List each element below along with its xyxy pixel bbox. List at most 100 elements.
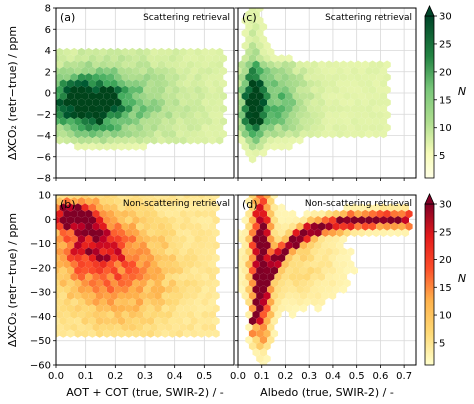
colorbar-tick-label: 30 [439, 200, 452, 211]
hexbin-cell [394, 216, 402, 225]
hexbin-cell [256, 104, 264, 113]
hexbin-cell [368, 222, 377, 231]
hexbin-cell [96, 304, 104, 313]
hexbin-cell [238, 117, 242, 126]
hexbin-cell [238, 253, 242, 263]
hexbin-cell [190, 329, 198, 338]
hexbin-cell [387, 203, 395, 212]
hexbin-cell [336, 66, 344, 76]
hexbin-cell [285, 129, 293, 139]
hexbin-cell [336, 241, 344, 250]
hexbin-cell [190, 316, 198, 326]
hexbin-cell [314, 279, 322, 288]
hexbin-cell [168, 92, 176, 101]
hexbin-cell [372, 228, 380, 237]
y-tick-label: 2 [45, 67, 51, 78]
hexbin-cell [88, 79, 96, 88]
hexbin-cell [154, 304, 162, 313]
hexbin-cell [121, 85, 129, 95]
hexbin-cell [179, 98, 187, 107]
hexbin-cell [66, 228, 75, 237]
hexbin-cell [248, 66, 257, 76]
hexbin-cell [81, 117, 89, 126]
hexbin-cell [343, 279, 351, 288]
hexbin-cell [361, 85, 369, 95]
hexbin-cell [125, 266, 133, 275]
hexbin-cell [205, 228, 213, 237]
hexbin-cell [201, 234, 209, 244]
hexbin-cell [128, 60, 136, 69]
hexbin-cell [216, 47, 224, 57]
hexbin-cell [56, 316, 60, 326]
hexbin-cell [208, 136, 216, 145]
hexbin-cell [66, 54, 75, 63]
hexbin-cell [136, 197, 144, 206]
hexbin-cell [368, 85, 377, 95]
hexbin-cell [96, 203, 104, 212]
hexbin-cell [56, 234, 64, 244]
hexbin-cell [150, 323, 158, 332]
hexbin-cell [354, 98, 362, 107]
hexbin-cell [106, 285, 115, 294]
hexbin-cell [263, 342, 271, 351]
hexbin-cell [96, 142, 104, 151]
hexbin-cell [274, 60, 282, 69]
hexbin-cell [186, 310, 195, 319]
hexbin-cell [157, 260, 166, 269]
hexbin-cell [252, 110, 260, 120]
hexbin-cell [263, 54, 271, 63]
hexbin-cell [139, 195, 147, 200]
hexbin-cell [136, 285, 144, 294]
hexbin-cell [157, 323, 166, 332]
hexbin-cell [354, 123, 362, 132]
hexbin-cell [186, 110, 195, 120]
hexbin-cell [74, 253, 82, 263]
hexbin-cell [245, 197, 253, 206]
hexbin-cell [66, 329, 75, 338]
hexbin-cell [99, 247, 107, 256]
hexbin-cell [172, 247, 180, 256]
hexbin-cell [314, 79, 322, 88]
hexbin-cell [328, 266, 337, 275]
hexbin-cell [154, 54, 162, 63]
hexbin-cell [121, 209, 129, 219]
hexbin-cell [299, 291, 308, 300]
hexbin-cell [172, 60, 180, 69]
hexbin-cell [85, 247, 93, 256]
hexbin-cell [139, 241, 147, 250]
hexbin-cell [194, 85, 202, 95]
hexbin-cell [92, 310, 100, 319]
hexbin-cell [208, 85, 216, 95]
hexbin-cell [74, 92, 82, 101]
hexbin-cell [292, 304, 300, 313]
hexbin-cell [281, 234, 289, 244]
hexbin-cell [278, 92, 286, 101]
hexbin-cell [197, 54, 206, 63]
y-tick-label: 0 [45, 215, 51, 226]
hexbin-cell [176, 195, 184, 200]
hexbin-cell [165, 297, 173, 307]
hexbin-cell [59, 203, 67, 212]
hexbin-cell [263, 66, 271, 76]
hexbin-cell [96, 117, 104, 126]
hexbin-cell [139, 54, 147, 63]
hexbin-cell [81, 316, 89, 326]
hexbin-cell [165, 209, 173, 219]
y-tick-label: 6 [45, 25, 51, 36]
hexbin-cell [379, 203, 388, 212]
hexbin-cell [248, 29, 257, 38]
hexbin-cell [176, 253, 184, 263]
hexbin-cell [59, 79, 67, 88]
hexbin-cell [99, 136, 107, 145]
hexbin-cell [274, 110, 282, 120]
hexbin-cell [114, 260, 122, 269]
hexbin-cell [197, 329, 206, 338]
hexbin-cell [125, 92, 133, 101]
hexbin-cell [263, 195, 271, 200]
hexbin-cell [139, 216, 147, 225]
hexbin-cell [117, 329, 126, 338]
hexbin-cell [201, 222, 209, 231]
hexbin-cell [216, 73, 224, 82]
hexbin-cell [194, 209, 202, 219]
hexbin-cell [292, 266, 300, 275]
